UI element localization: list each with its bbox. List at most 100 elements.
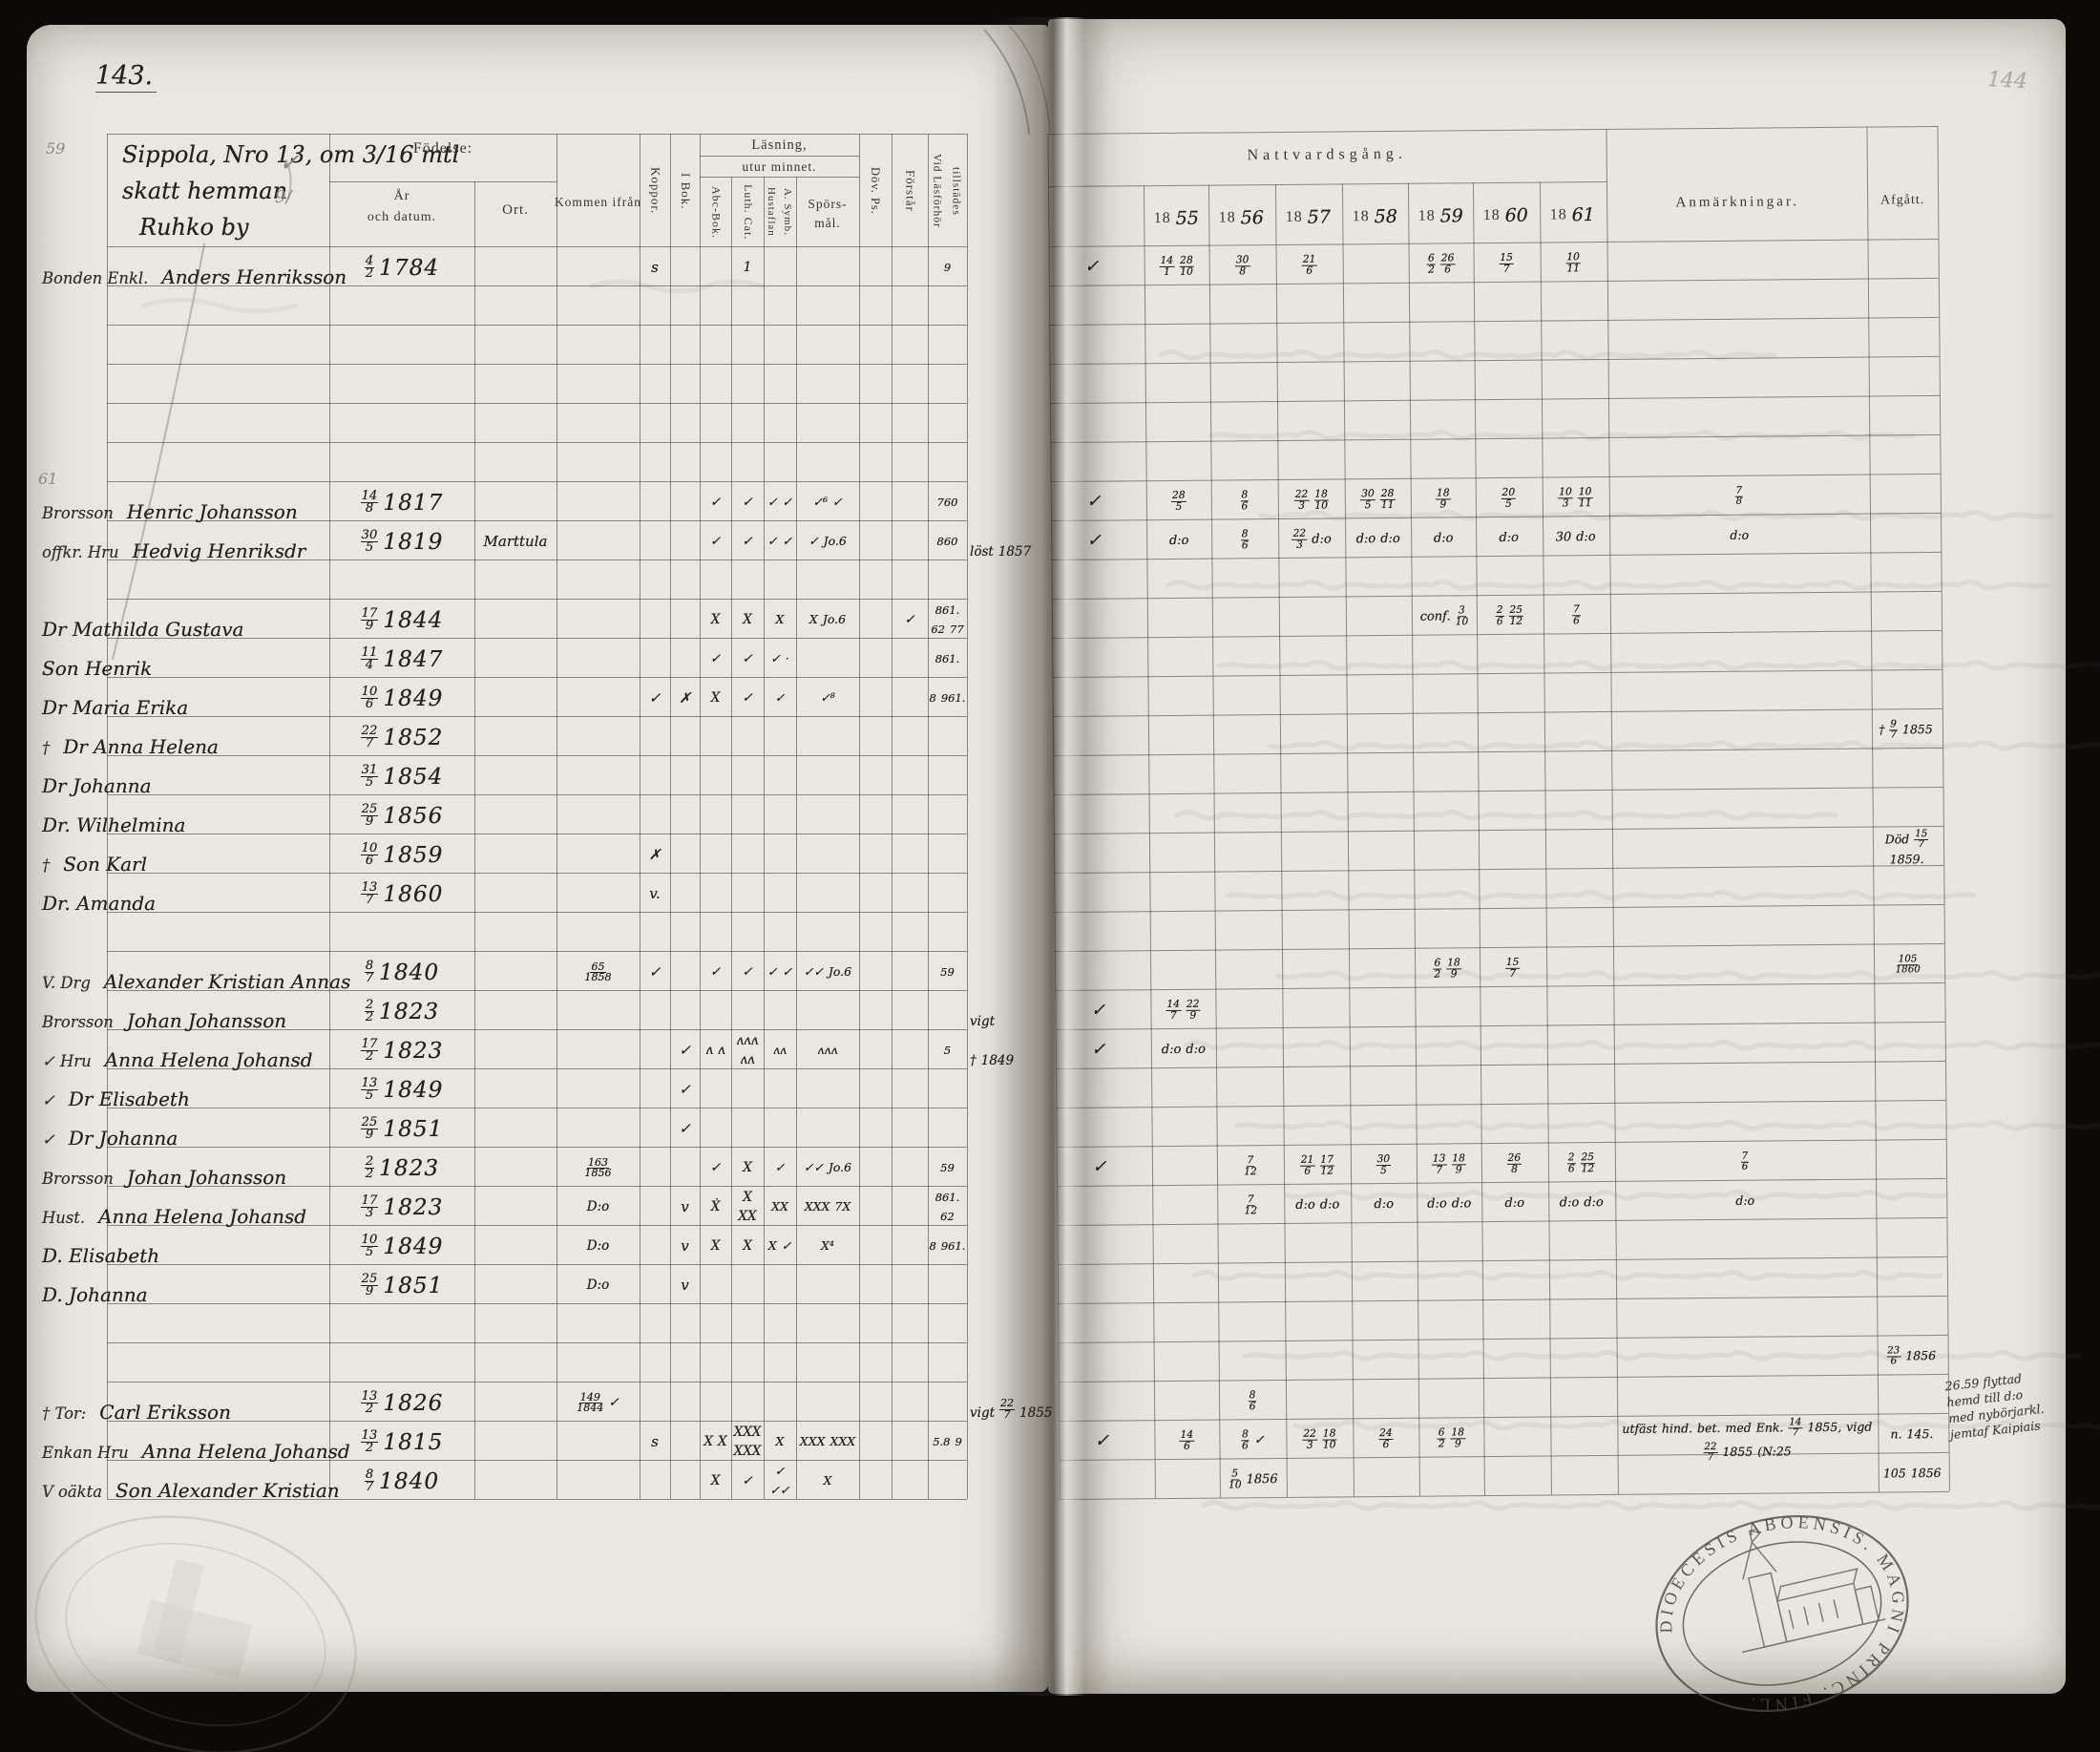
sporsmal-mark: ✓✓ Jo.6	[803, 964, 852, 980]
rule-horizontal	[1049, 355, 1940, 366]
row-name: Dr Mathilda Gustava	[42, 604, 328, 639]
rule-horizontal	[107, 794, 967, 795]
communion-1855: 14 1 28 10	[1159, 254, 1194, 278]
birth-date: 4 2 1784	[364, 253, 440, 281]
person-name: Carl Eriksson	[99, 1401, 231, 1424]
communion-1858: 30 5 28 11	[1360, 487, 1396, 511]
row-name: † Tor: Carl Eriksson	[42, 1387, 328, 1422]
decoration-stroke	[1233, 1120, 2100, 1131]
ghost-stamp-part	[65, 1542, 326, 1727]
vid-lasforhor-value: 59	[940, 1160, 955, 1174]
decoration-stroke	[1225, 890, 1977, 901]
afgatt-note: Död 15 7 1859.	[1884, 828, 1929, 867]
rule-vertical	[107, 134, 108, 1499]
birth-date: 11 4 1847	[360, 644, 444, 672]
year-hand-suffix: 58	[1374, 205, 1397, 227]
i-bok-mark: v	[681, 1237, 689, 1255]
vid-lasforhor-value: 59	[940, 964, 955, 979]
luth-cat-mark: ʌʌʌ ʌʌ	[736, 1032, 759, 1067]
birth-date: 17 2 1823	[360, 1036, 444, 1064]
row-prefix: Enkan Hru	[42, 1443, 129, 1462]
luth-cat-mark: ✓	[742, 689, 753, 706]
stamp-church-icon	[1741, 1530, 1886, 1654]
row-name: Hust. Anna Helena Johansd	[42, 1192, 328, 1226]
year-header: 18 56	[1209, 201, 1272, 236]
communion-1857: 21 6	[1301, 253, 1317, 277]
header-kommen-ifran: Kommen ifrån	[554, 195, 642, 209]
sporsmal-mark: XXX XXX	[799, 1434, 856, 1449]
row-prefix: Brorsson	[42, 1169, 114, 1188]
row-prefix: ✓ Hru	[42, 1051, 92, 1070]
kommen-ifran-value: 163 1856	[584, 1155, 612, 1179]
abc-bok-mark: ✓	[709, 533, 722, 549]
vid-lasforhor-value: 5	[943, 1043, 952, 1057]
row-name: Dr Johanna	[42, 761, 328, 795]
luth-cat-mark: 1	[743, 259, 752, 275]
header-ort: Ort.	[502, 202, 529, 218]
header-och-datum: och datum.	[367, 210, 437, 224]
header-fodelse: Födelse:	[412, 140, 473, 157]
decoration-stroke	[1174, 810, 1838, 821]
birth-date: 10 6 1849	[360, 684, 444, 711]
rule-vertical	[731, 177, 732, 1499]
row-prefix: † Tor:	[42, 1404, 87, 1423]
vid-lasforhor-value: 861. 62 77	[931, 602, 964, 636]
hustavla-mark: X ✓	[767, 1238, 792, 1254]
rule-horizontal	[1049, 316, 1940, 327]
person-name: Dr. Amanda	[42, 892, 157, 915]
rule-horizontal	[1053, 747, 1943, 757]
row-name: D. Elisabeth	[42, 1231, 328, 1265]
rule-horizontal	[1053, 786, 1943, 796]
communion-1859: conf. 3 10	[1419, 603, 1469, 627]
rule-horizontal	[1049, 394, 1940, 405]
birth-date: 10 6 1859	[360, 840, 444, 868]
row-name: Brorsson Johan Johansson	[42, 996, 328, 1030]
vid-lasforhor-value: 760	[936, 495, 958, 509]
header-lasning: Läsning,	[751, 137, 808, 153]
header-abc-bok: Abc-Bok.	[709, 185, 724, 239]
decoration-stroke	[1183, 1040, 2100, 1051]
rule-horizontal	[107, 520, 967, 521]
row-name: Dr. Amanda	[42, 878, 328, 913]
row-name: offkr. Hru Hedvig Henriksdr	[42, 526, 328, 560]
hustavla-mark: XX	[771, 1199, 788, 1214]
house-note-line1: Sippola, Nro 13, om 3/16 mtl	[122, 141, 460, 168]
year-printed-prefix: 18	[1352, 207, 1370, 225]
rule-horizontal	[1047, 125, 1938, 136]
row-prefix: Bonden Enkl.	[42, 268, 149, 287]
anmarkning-note: utfäst hind. bet. med Enk. 14 7 1855, vigd 22 7 185…	[1622, 1416, 1873, 1464]
rule-horizontal	[1058, 1334, 1948, 1344]
koppor-mark: v.	[649, 885, 661, 902]
rule-vertical	[474, 181, 475, 1499]
year-printed-prefix: 18	[1549, 206, 1567, 223]
communion-1859: 18 9	[1435, 486, 1451, 511]
rule-horizontal	[1052, 707, 1942, 718]
rule-horizontal	[107, 873, 967, 874]
row-name: Brorsson Henric Johansson	[42, 487, 328, 521]
koppor-mark: s	[651, 259, 659, 276]
sporsmal-mark: XXX 7X	[804, 1199, 851, 1214]
stamp-legend: DIOECESIS ABOENSIS. MAGNI PRINC. FINL.	[1636, 1495, 1928, 1732]
abc-bok-mark: X	[710, 1237, 721, 1254]
person-name: Son Karl	[63, 853, 148, 876]
communion-1856: 8 6 ✓	[1241, 1427, 1265, 1451]
decoration-stroke	[1157, 349, 1777, 361]
header-sporsmal-2: mål.	[814, 216, 841, 230]
abc-bok-mark: ✓	[709, 963, 722, 980]
row-prefix: Brorsson	[42, 503, 114, 522]
row-name: Dr. Wilhelmina	[42, 800, 328, 834]
abc-bok-mark: X	[710, 689, 721, 706]
row-name: Bonden Enkl. Anders Henriksson	[42, 252, 346, 287]
abc-bok-mark: ✓	[709, 650, 722, 666]
rule-horizontal	[1058, 1373, 1948, 1383]
header-dov-ps: Döv. Ps.	[869, 167, 883, 215]
rule-vertical	[967, 134, 968, 1499]
rule-vertical	[1047, 134, 1060, 1500]
row-name: V. Drg Alexander Kristian Annas	[42, 957, 350, 991]
communion-1861: 10 11	[1565, 250, 1581, 274]
communion-1861: 2 6 25 12	[1566, 1150, 1596, 1174]
